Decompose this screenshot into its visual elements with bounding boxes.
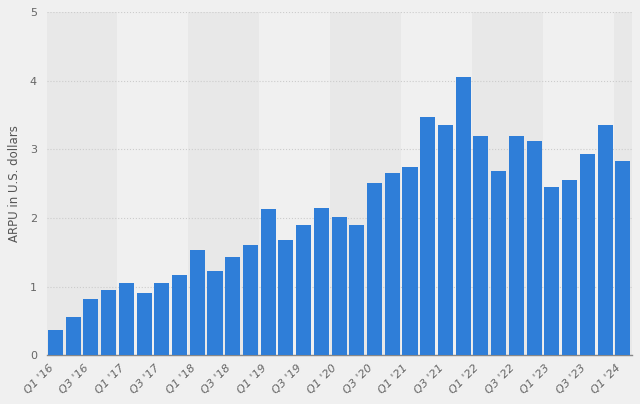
Bar — [614, 13, 632, 355]
Bar — [172, 275, 187, 355]
Bar — [243, 245, 258, 355]
Bar — [562, 180, 577, 355]
Bar — [296, 225, 311, 355]
Bar — [367, 183, 382, 355]
Bar — [543, 13, 614, 355]
Bar — [101, 290, 116, 355]
Bar — [598, 125, 612, 355]
Bar — [403, 167, 417, 355]
Bar — [259, 13, 330, 355]
Bar — [260, 209, 276, 355]
Bar — [527, 141, 541, 355]
Bar — [509, 136, 524, 355]
Bar — [438, 125, 453, 355]
Y-axis label: ARPU in U.S. dollars: ARPU in U.S. dollars — [8, 125, 21, 242]
Bar — [65, 318, 81, 355]
Bar — [332, 217, 347, 355]
Bar — [580, 154, 595, 355]
Bar — [136, 293, 152, 355]
Bar — [456, 77, 471, 355]
Bar — [615, 161, 630, 355]
Bar — [119, 283, 134, 355]
Bar — [154, 283, 170, 355]
Bar — [401, 13, 472, 355]
Bar — [118, 13, 188, 355]
Bar — [349, 225, 364, 355]
Bar — [545, 187, 559, 355]
Bar — [207, 271, 223, 355]
Bar — [420, 117, 435, 355]
Bar — [472, 13, 543, 355]
Bar — [385, 173, 400, 355]
Bar — [330, 13, 401, 355]
Bar — [189, 250, 205, 355]
Bar — [47, 13, 118, 355]
Bar — [314, 208, 329, 355]
Bar — [83, 299, 99, 355]
Bar — [491, 170, 506, 355]
Bar — [278, 240, 293, 355]
Bar — [225, 257, 240, 355]
Bar — [48, 330, 63, 355]
Bar — [474, 136, 488, 355]
Bar — [188, 13, 259, 355]
